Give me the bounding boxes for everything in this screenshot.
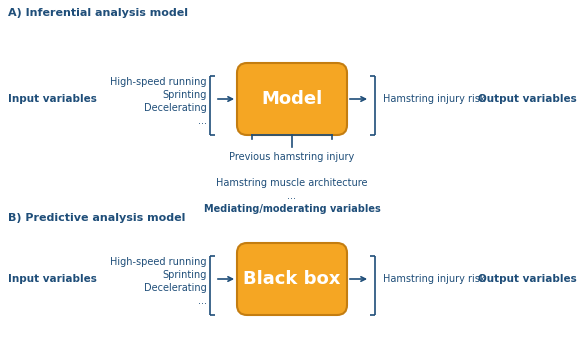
Text: Output variables: Output variables (479, 274, 577, 284)
Text: Black box: Black box (243, 270, 340, 288)
FancyBboxPatch shape (237, 63, 347, 135)
Text: Mediating/moderating variables: Mediating/moderating variables (204, 204, 380, 214)
Text: ...: ... (198, 296, 207, 306)
Text: Input variables: Input variables (8, 94, 97, 104)
Text: Sprinting: Sprinting (163, 270, 207, 280)
Text: High-speed running: High-speed running (111, 77, 207, 87)
Text: Output variables: Output variables (479, 94, 577, 104)
Text: B) Predictive analysis model: B) Predictive analysis model (8, 213, 185, 223)
FancyBboxPatch shape (237, 243, 347, 315)
Text: Hamstring injury risk: Hamstring injury risk (383, 94, 486, 104)
Text: Model: Model (261, 90, 322, 108)
Text: Sprinting: Sprinting (163, 90, 207, 100)
Text: A) Inferential analysis model: A) Inferential analysis model (8, 8, 188, 18)
Text: Decelerating: Decelerating (144, 283, 207, 293)
Text: Input variables: Input variables (8, 274, 97, 284)
Text: ...: ... (287, 191, 297, 201)
Text: Previous hamstring injury: Previous hamstring injury (229, 152, 355, 162)
Text: Hamstring muscle architecture: Hamstring muscle architecture (216, 178, 368, 188)
Text: Decelerating: Decelerating (144, 103, 207, 113)
Text: ...: ... (198, 116, 207, 126)
Text: High-speed running: High-speed running (111, 257, 207, 267)
Text: Hamstring injury risk: Hamstring injury risk (383, 274, 486, 284)
